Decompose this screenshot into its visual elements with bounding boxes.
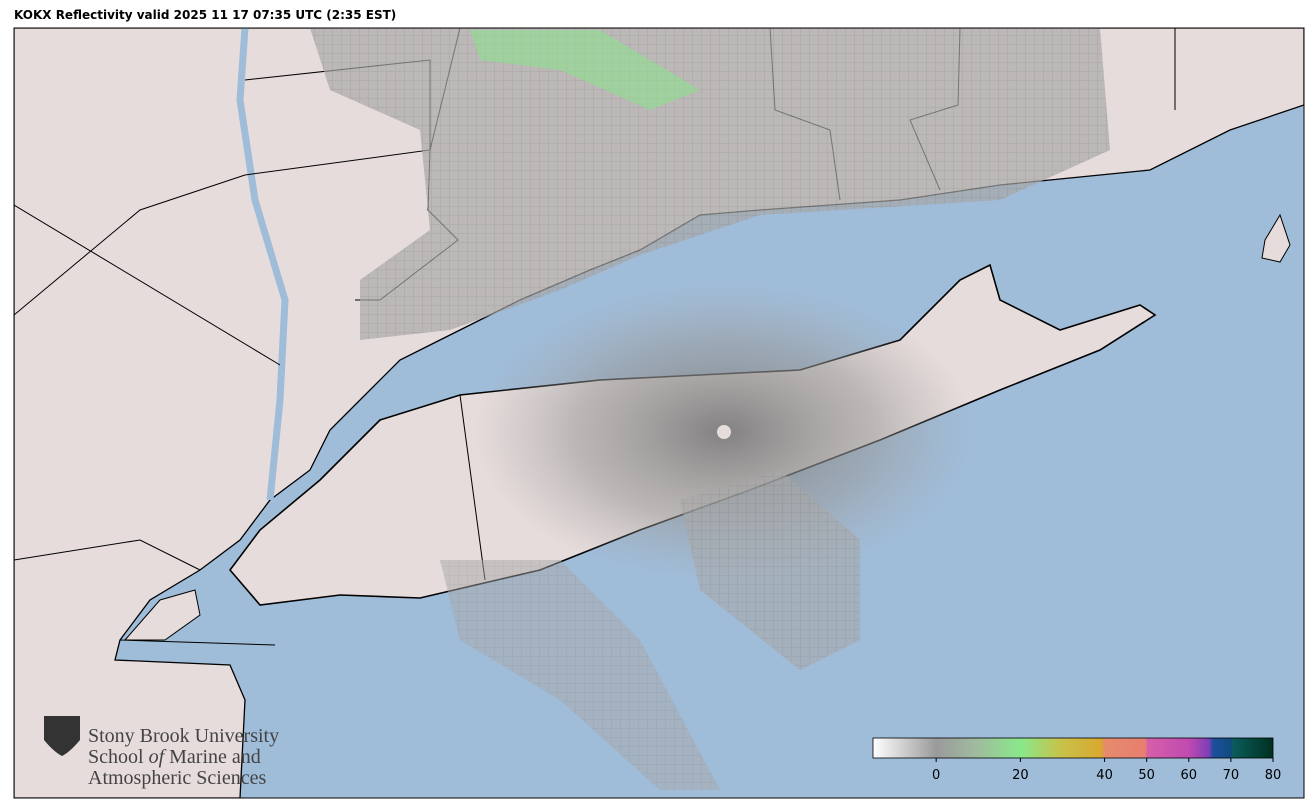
river — [236, 28, 289, 501]
logo-word: School — [88, 746, 144, 768]
logo-word: of — [149, 746, 167, 768]
frame — [13, 27, 1305, 799]
staten-island — [123, 589, 201, 641]
colorbar-tick-label: 40 — [1096, 768, 1113, 783]
radar-echoes — [310, 28, 1110, 790]
colorbar-tick-label: 50 — [1138, 768, 1155, 783]
logo-line: School of Marine and — [88, 746, 261, 768]
colorbar-scale — [872, 737, 1274, 759]
colorbar: 0 20 40 50 60 70 80 — [872, 737, 1282, 783]
logo-word: Marine and — [169, 746, 261, 768]
mainland — [14, 28, 1304, 798]
logo: Stony Brook University School of Marine … — [44, 716, 279, 789]
colorbar-tick-label: 70 — [1223, 768, 1240, 783]
block-island — [1261, 213, 1291, 263]
colorbar-tick-label: 80 — [1265, 768, 1282, 783]
logo-line: Atmospheric Sciences — [88, 767, 266, 789]
colorbar-tick-label: 60 — [1181, 768, 1198, 783]
logo-shield — [44, 716, 80, 756]
title: KOKX Reflectivity valid 2025 11 17 07:35… — [14, 8, 396, 22]
colorbar-tick-label: 0 — [932, 768, 940, 783]
map: Stony Brook University School of Marine … — [14, 28, 1304, 798]
colorbar-tick-label: 20 — [1012, 768, 1029, 783]
logo-line: Stony Brook University — [88, 725, 279, 747]
